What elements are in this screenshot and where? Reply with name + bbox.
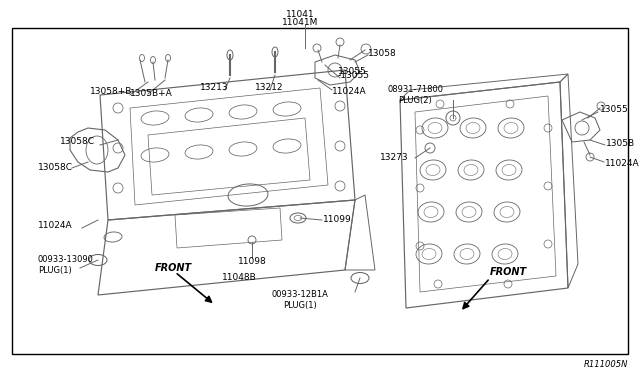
Text: 13213: 13213 (200, 83, 228, 92)
Text: 11024A: 11024A (332, 87, 367, 96)
Text: 08931-71800
PLUG(2): 08931-71800 PLUG(2) (387, 85, 443, 105)
Text: 11098: 11098 (238, 257, 267, 266)
Text: R111005N: R111005N (584, 360, 628, 369)
Text: 13212: 13212 (255, 83, 284, 93)
Text: 11099: 11099 (323, 215, 352, 224)
Bar (12, 28, 628, 354)
Text: 11048B: 11048B (222, 273, 257, 282)
Text: 11024A: 11024A (38, 221, 72, 231)
Text: FRONT: FRONT (155, 263, 192, 273)
Text: 13058: 13058 (368, 48, 397, 58)
Text: 13055: 13055 (600, 106, 628, 115)
Text: 11024A: 11024A (605, 158, 639, 167)
Text: 11041M: 11041M (282, 18, 318, 27)
Text: 1305B+A: 1305B+A (130, 90, 173, 99)
Text: 13055: 13055 (338, 67, 367, 77)
Text: 00933-12B1A
PLUG(1): 00933-12B1A PLUG(1) (271, 290, 328, 310)
Text: 13058C: 13058C (60, 138, 95, 147)
Text: 13058+B: 13058+B (90, 87, 132, 96)
Text: 13058C: 13058C (38, 163, 73, 171)
Text: 13273: 13273 (380, 153, 408, 161)
Text: 00933-13090
PLUG(1): 00933-13090 PLUG(1) (38, 255, 94, 275)
Text: 1305B: 1305B (606, 140, 635, 148)
Text: FRONT: FRONT (490, 267, 527, 277)
Text: 11041: 11041 (285, 10, 314, 19)
Text: -13055: -13055 (338, 71, 370, 80)
